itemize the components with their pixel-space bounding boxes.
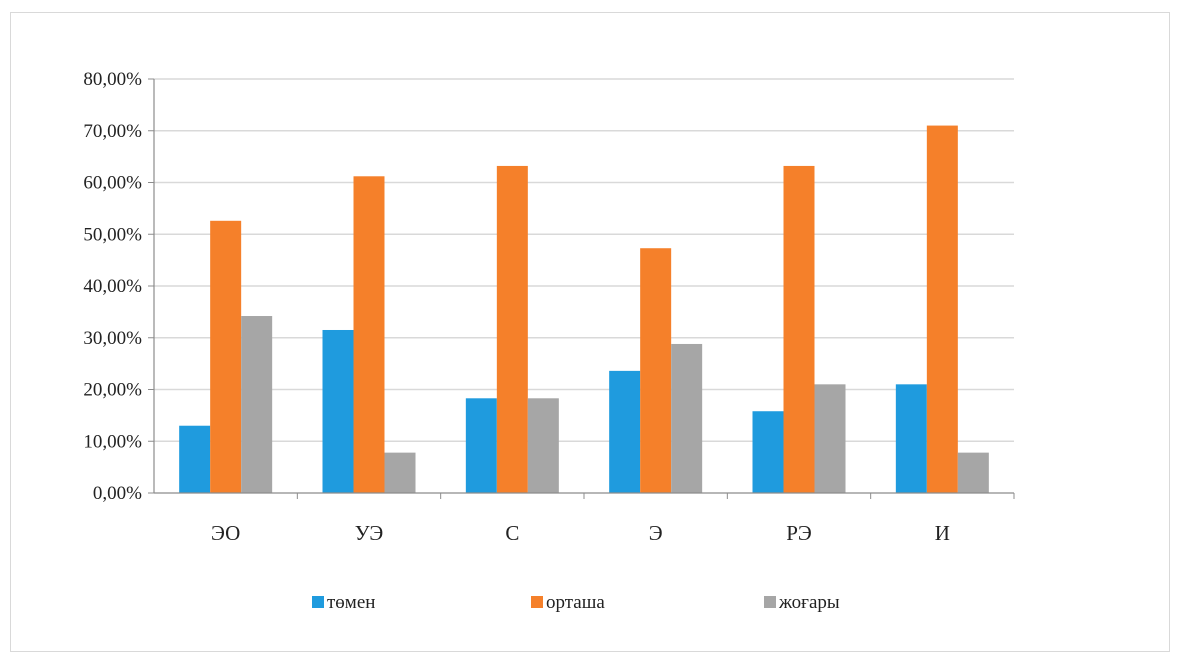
y-tick-label: 60,00% — [83, 173, 142, 194]
bar — [527, 398, 559, 493]
bar — [353, 176, 385, 494]
y-tick-labels: 0,00% 10,00% 20,00% 30,00% 40,00% 50,00% 60,00… — [83, 69, 142, 504]
bar — [384, 452, 416, 493]
y-tick-label: 40,00% — [83, 276, 142, 297]
x-category-label: И — [935, 521, 950, 545]
y-tick-label: 0,00% — [93, 483, 142, 504]
x-category-labels: ЭО УЭ С Э РЭ И — [211, 521, 950, 545]
bar — [241, 316, 273, 493]
y-tick-label: 70,00% — [83, 121, 142, 142]
y-tick-label: 30,00% — [83, 328, 142, 349]
bar — [322, 329, 354, 493]
x-category-label: Э — [649, 521, 663, 545]
x-category-label: С — [505, 521, 519, 545]
bar — [210, 220, 242, 494]
bars — [179, 125, 989, 494]
legend-label: төмен — [327, 592, 375, 613]
legend: төмен орташа жоғары — [312, 592, 840, 613]
chart-frame: 0,00% 10,00% 20,00% 30,00% 40,00% 50,00% 60,00… — [10, 12, 1170, 652]
axes — [148, 78, 1015, 499]
x-category-label: РЭ — [786, 521, 812, 545]
bar — [783, 165, 815, 493]
x-category-label: ЭО — [211, 521, 240, 545]
legend-swatch — [764, 596, 776, 608]
bar-chart: 0,00% 10,00% 20,00% 30,00% 40,00% 50,00% 60,00… — [83, 69, 1015, 613]
bar — [609, 370, 641, 493]
bar — [179, 425, 211, 493]
legend-swatch — [312, 596, 324, 608]
bar — [640, 248, 672, 493]
y-tick-label: 80,00% — [83, 69, 142, 90]
y-tick-label: 20,00% — [83, 380, 142, 401]
x-category-label: УЭ — [355, 521, 383, 545]
bar — [814, 384, 846, 493]
bar — [752, 411, 784, 493]
y-tick-label: 50,00% — [83, 224, 142, 245]
bar — [465, 398, 497, 493]
bar — [496, 165, 528, 493]
bar — [957, 452, 989, 493]
bar — [671, 343, 703, 493]
legend-swatch — [531, 596, 543, 608]
legend-label: жоғары — [778, 592, 840, 613]
gridlines — [154, 78, 1014, 442]
y-tick-label: 10,00% — [83, 431, 142, 452]
bar — [926, 125, 958, 493]
legend-label: орташа — [546, 592, 605, 613]
bar — [895, 384, 927, 493]
